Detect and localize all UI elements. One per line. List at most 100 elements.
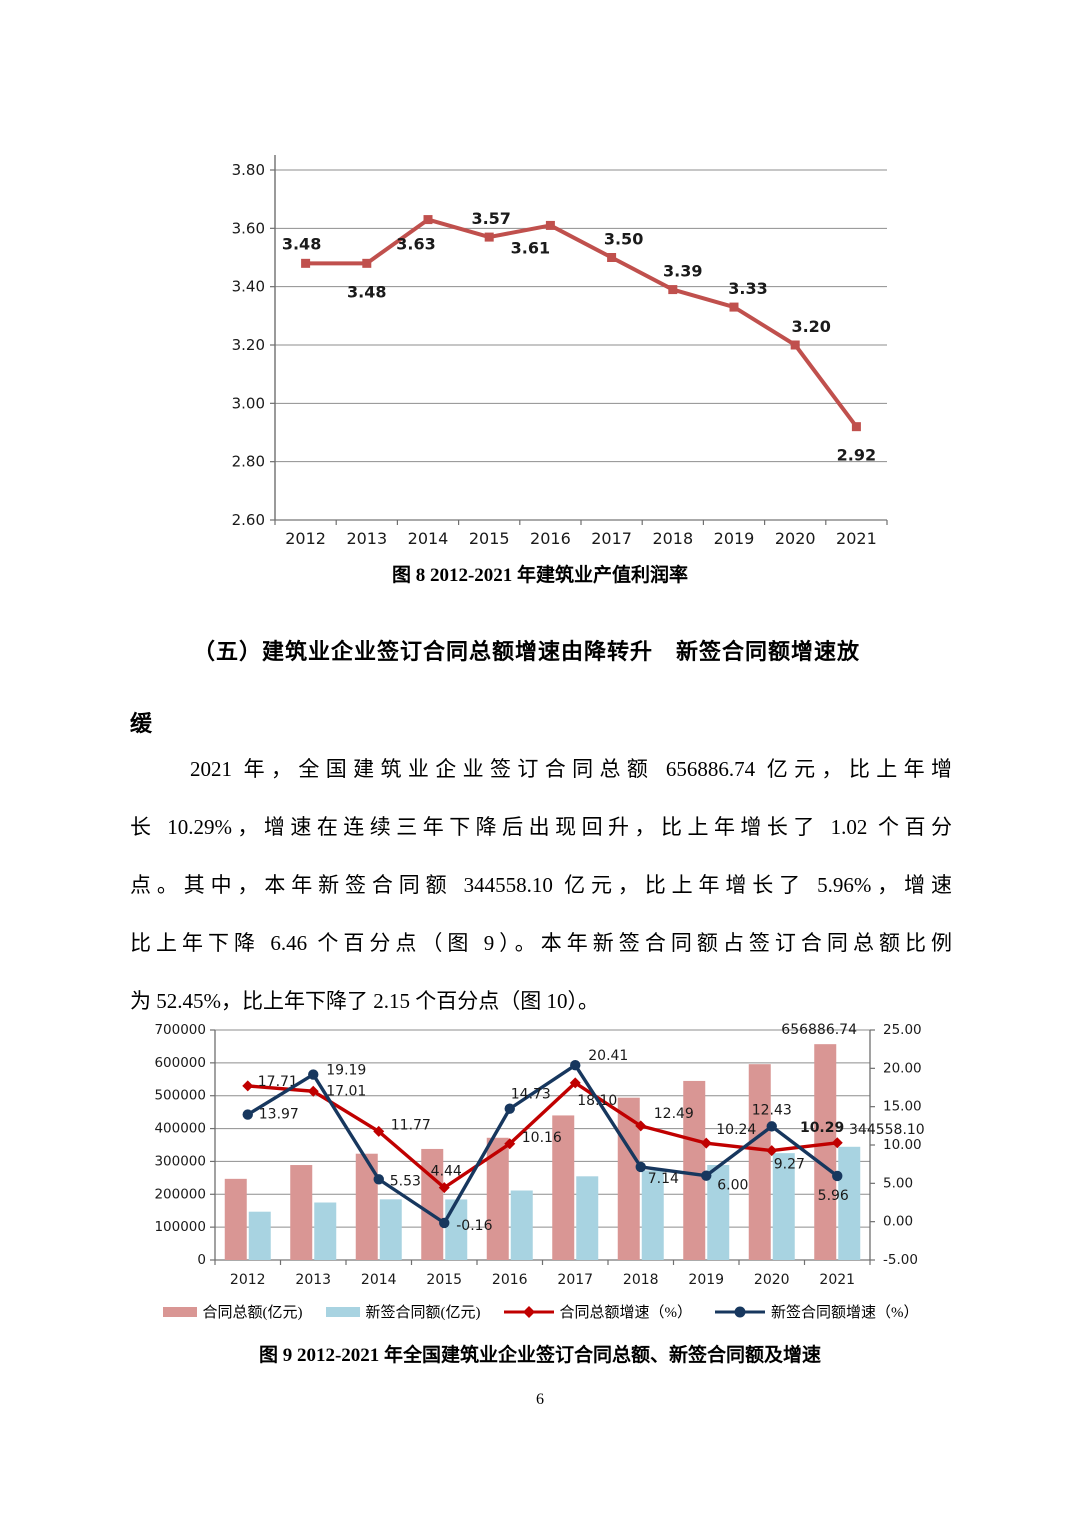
- x-axis-tick-label: 2015: [469, 529, 510, 548]
- right-axis-tick-label: 0.00: [883, 1214, 913, 1230]
- x-axis-tick-label: 2018: [652, 529, 693, 548]
- new-growth-line-icon: [715, 1306, 765, 1317]
- line-marker: [729, 302, 739, 312]
- total-contracts-bar: [486, 1137, 509, 1260]
- line-marker: [307, 1085, 319, 1097]
- line-marker: [423, 215, 433, 225]
- line-marker: [607, 253, 617, 262]
- right-axis-tick-label: -5.00: [883, 1252, 918, 1268]
- data-label: 2.92: [837, 446, 876, 465]
- x-axis-tick-label: 2021: [836, 529, 877, 548]
- line-marker: [545, 220, 555, 230]
- left-axis-tick-label: 300000: [154, 1153, 206, 1169]
- bar-value-label: 656886.74: [781, 1022, 857, 1038]
- left-axis-tick-label: 700000: [154, 1022, 206, 1038]
- left-axis-tick-label: 400000: [154, 1121, 206, 1137]
- new-growth-series: 13.97 19.19 5.53 -0.16 14.73 20.41 7.14 6.00 12.…: [242, 1048, 849, 1234]
- line-marker: [362, 258, 372, 268]
- data-label: 19.19: [326, 1063, 366, 1079]
- line-marker: [832, 1170, 843, 1182]
- total-contracts-bar: [814, 1044, 837, 1260]
- right-axis-tick-label: 5.00: [883, 1175, 913, 1191]
- line-marker: [439, 1217, 450, 1229]
- data-label: 10.16: [522, 1130, 562, 1146]
- y-axis-tick-label: 3.80: [232, 161, 265, 179]
- legend-item-total-contracts: 合同总额(亿元): [162, 1301, 303, 1322]
- new-contracts-bar-swatch-icon: [325, 1306, 360, 1317]
- data-label: 3.61: [511, 238, 550, 257]
- data-label: 3.39: [663, 262, 702, 281]
- figure8-chart-area: 2.60 2.80 3.00 3.20 3.40 3.60 3.80 2012 2013 2014…: [215, 145, 915, 557]
- legend-label: 合同总额(亿元): [202, 1305, 303, 1321]
- x-axis-tick-label: 2021: [819, 1272, 855, 1288]
- data-label: 3.20: [791, 317, 830, 336]
- data-label: 12.49: [654, 1106, 694, 1122]
- new-contracts-bar: [641, 1170, 664, 1260]
- legend-item-new-growth: 新签合同额增速（%）: [714, 1301, 919, 1322]
- data-label: 6.00: [717, 1178, 748, 1194]
- right-axis-tick-label: 20.00: [883, 1060, 922, 1076]
- new-contracts-bar: [314, 1202, 337, 1260]
- x-axis-tick-label: 2014: [361, 1272, 397, 1288]
- data-label: 5.96: [818, 1188, 849, 1204]
- left-axis-tick-label: 200000: [154, 1186, 206, 1202]
- data-label: 3.48: [282, 234, 321, 253]
- bar-series-group: 656886.74 344558.10: [224, 1022, 925, 1260]
- line-marker: [484, 232, 494, 242]
- total-contracts-bar-swatch-icon: [162, 1306, 197, 1317]
- figure9-caption: 图 9 2012-2021 年全国建筑业企业签订合同总额、新签合同额及增速: [258, 1345, 822, 1366]
- total-contracts-bar: [355, 1153, 378, 1260]
- data-label: 7.14: [648, 1171, 679, 1187]
- x-axis-tick-label: 2016: [530, 529, 571, 548]
- line-marker: [301, 258, 311, 268]
- data-label: 17.01: [326, 1083, 366, 1099]
- total-contracts-bar: [421, 1148, 444, 1260]
- data-label: 17.71: [258, 1074, 298, 1090]
- total-contracts-bar: [290, 1165, 313, 1260]
- profit-rate-series: 3.48 3.48 3.63 3.573.61 3.50 3.39 3.33 3.20 2.92: [282, 209, 876, 465]
- line-marker: [438, 1182, 450, 1194]
- new-contracts-bar: [838, 1146, 861, 1260]
- line-marker: [504, 1138, 516, 1150]
- contracts-combo-chart: 0 100000 200000 300000 400000 500000 600000 700…: [154, 1022, 925, 1288]
- left-axis-tick-label: 100000: [154, 1219, 206, 1235]
- y-axis-tick-label: 3.40: [232, 278, 265, 296]
- total-contracts-bar: [683, 1080, 706, 1260]
- section-heading-line-1: （五）建筑业企业签订合同总额增速由降转升 新签合同额增速放: [193, 639, 861, 664]
- x-axis-tick-label: 2013: [295, 1272, 331, 1288]
- left-axis-tick-label: 0: [197, 1252, 206, 1268]
- line-marker: [766, 1145, 778, 1157]
- x-axis-tick-label: 2017: [557, 1272, 593, 1288]
- total-contracts-bar: [224, 1178, 247, 1260]
- line-marker: [701, 1170, 712, 1181]
- line-marker: [242, 1080, 254, 1092]
- paragraph-line: 点。其中，本年新签合同额 344558.10 亿元，比上年增长了 5.96%，增…: [130, 873, 952, 897]
- line-marker: [570, 1059, 581, 1071]
- x-axis-tick-label: 2020: [775, 529, 816, 548]
- y-axis-tick-label: 3.60: [232, 219, 265, 237]
- total-contracts-bar: [748, 1064, 771, 1260]
- page-number: 6: [536, 1391, 544, 1408]
- data-label: 12.43: [752, 1102, 792, 1118]
- right-axis-tick-label: 15.00: [883, 1099, 922, 1115]
- figure9-legend: 合同总额(亿元) 新签合同额(亿元) 合同总额增速（%） 新签合同额增速（%）: [0, 1301, 1080, 1322]
- data-label: 9.27: [774, 1157, 805, 1173]
- line-marker: [668, 285, 678, 295]
- x-axis-tick-label: 2019: [714, 529, 755, 548]
- new-contracts-bar: [248, 1211, 271, 1260]
- x-axis-tick-label: 2015: [426, 1272, 462, 1288]
- data-label: 20.41: [588, 1048, 628, 1064]
- y-axis-tick-label: 3.00: [232, 394, 265, 412]
- left-axis-tick-label: 500000: [154, 1088, 206, 1104]
- data-label: 3.33: [728, 279, 767, 298]
- x-axis-tick-label: 2012: [230, 1272, 266, 1288]
- data-label: 11.77: [391, 1117, 431, 1133]
- data-label: 10.24: [716, 1122, 756, 1138]
- data-label: 3.57: [471, 209, 510, 228]
- y-axis-tick-label: 3.20: [232, 336, 265, 354]
- legend-item-new-contracts: 新签合同额(亿元): [325, 1301, 481, 1322]
- data-label: 5.53: [390, 1173, 421, 1189]
- figure8-caption: 图 8 2012-2021 年建筑业产值利润率: [391, 565, 689, 586]
- x-axis-tick-label: 2013: [346, 529, 387, 548]
- new-contracts-bar: [576, 1176, 599, 1260]
